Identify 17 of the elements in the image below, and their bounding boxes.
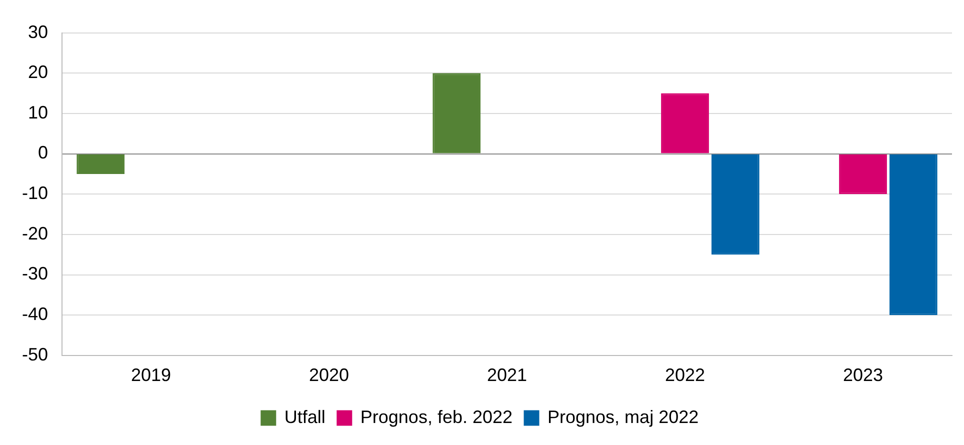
x-tick-label: 2021 <box>486 365 528 386</box>
y-tick-label: 30 <box>28 22 48 42</box>
y-tick-label: -50 <box>22 344 48 364</box>
y-tick-label: 0 <box>38 142 48 163</box>
x-tick-label: 2019 <box>130 365 172 386</box>
x-tick-label: 2023 <box>842 365 884 386</box>
y-tick-label: 20 <box>28 62 48 82</box>
y-tick-label: -40 <box>22 304 48 324</box>
y-tick-label: -20 <box>22 223 48 244</box>
legend-label: Prognos, maj 2022 <box>548 406 699 427</box>
legend-label: Utfall <box>284 406 326 427</box>
x-tick-label: 2022 <box>664 365 706 386</box>
x-tick-label: 2020 <box>308 365 350 386</box>
y-tick-label: 10 <box>28 102 48 122</box>
y-tick-label: -10 <box>22 183 48 204</box>
y-tick-label: -30 <box>22 264 48 284</box>
legend-label: Prognos, feb. 2022 <box>360 406 513 427</box>
